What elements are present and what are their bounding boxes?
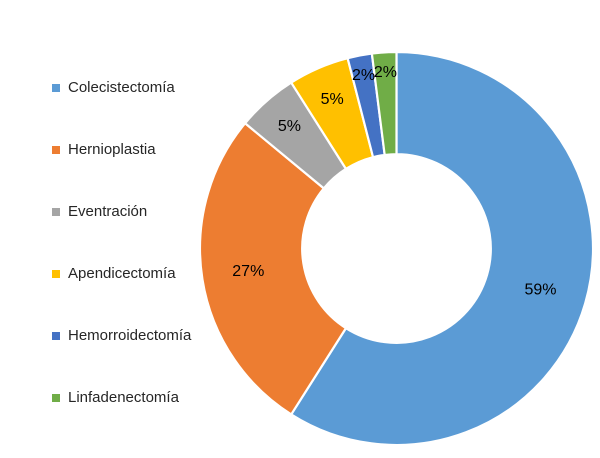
legend-label: Hemorroidectomía (68, 327, 192, 344)
legend-label: Hernioplastia (68, 141, 156, 158)
legend-swatch-icon (52, 208, 60, 216)
legend-label: Eventración (68, 203, 148, 220)
data-label-apendicectomía: 5% (321, 91, 344, 108)
legend-item-linfadenectomía: Linfadenectomía (52, 389, 191, 407)
data-label-eventración: 5% (278, 118, 301, 135)
legend-swatch-icon (52, 84, 60, 92)
legend-item-hemorroidectomía: Hemorroidectomía (52, 327, 191, 345)
data-label-linfadenectomía: 2% (374, 64, 397, 81)
legend-label: Apendicectomía (68, 265, 176, 282)
legend-swatch-icon (52, 146, 60, 154)
legend-swatch-icon (52, 270, 60, 278)
legend-label: Colecistectomía (68, 79, 175, 96)
data-label-hernioplastia: 27% (232, 263, 264, 280)
donut-slice-hernioplastia (198, 122, 348, 416)
legend-swatch-icon (52, 332, 60, 340)
data-label-hemorroidectomía: 2% (352, 67, 375, 84)
donut-slice-linfadenectomía (370, 50, 398, 157)
legend-item-eventración: Eventración (52, 203, 191, 221)
data-label-colecistectomía: 59% (524, 282, 556, 299)
legend-swatch-icon (52, 394, 60, 402)
legend-label: Linfadenectomía (68, 389, 179, 406)
legend-item-colecistectomía: Colecistectomía (52, 79, 191, 97)
donut-slice-colecistectomía (290, 50, 595, 447)
chart-legend: Colecistectomía Hernioplastia Eventración A… (52, 79, 191, 407)
legend-item-apendicectomía: Apendicectomía (52, 265, 191, 283)
legend-item-hernioplastia: Hernioplastia (52, 141, 191, 159)
